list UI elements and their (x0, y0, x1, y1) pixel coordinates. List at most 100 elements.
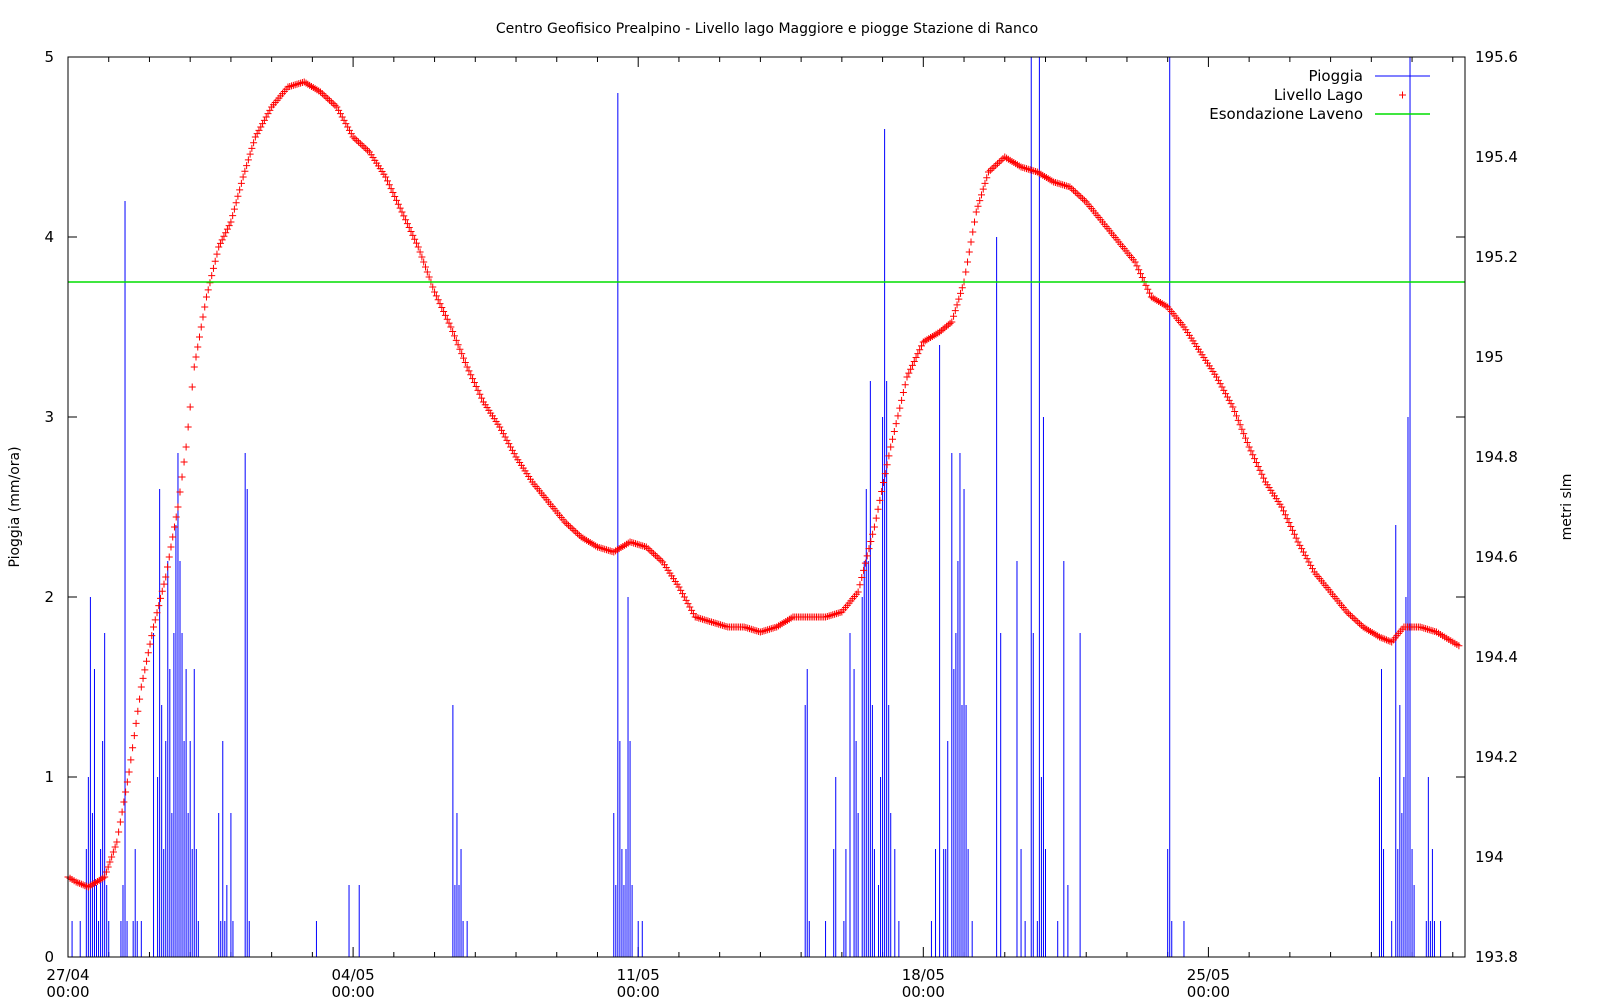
lake-level-point (342, 120, 350, 128)
lake-level-point (650, 550, 658, 558)
lake-level-point (767, 625, 775, 633)
lake-level-point (253, 130, 261, 138)
lake-level-point (740, 623, 748, 631)
lake-level-point (633, 540, 641, 548)
lake-level-point (215, 243, 223, 251)
lake-level-point (896, 404, 904, 412)
lake-level-point (95, 876, 103, 884)
lake-level-point (286, 82, 294, 90)
lake-level-point (1366, 627, 1374, 635)
lake-level-point (393, 196, 401, 204)
lake-level-point (861, 559, 869, 567)
lake-level-point (615, 545, 623, 553)
y2-tick-label: 193.8 (1475, 948, 1518, 966)
lake-level-point (162, 573, 170, 581)
lake-level-point (695, 614, 703, 622)
lake-level-point (163, 563, 171, 571)
lake-level-point (999, 155, 1007, 163)
lake-level-point (402, 216, 410, 224)
lake-level-point (148, 632, 156, 640)
lake-level-point (1384, 637, 1392, 645)
lake-level-point (934, 329, 942, 337)
lake-level-point (907, 365, 915, 373)
lake-level-point (860, 566, 868, 574)
lake-level-point (264, 110, 272, 118)
lake-level-point (590, 541, 598, 549)
lake-level-point (434, 296, 442, 304)
lake-level-point (259, 120, 267, 128)
lake-level-point (1066, 183, 1074, 191)
lake-level-point (1137, 270, 1145, 278)
lake-level-point (908, 361, 916, 369)
lake-level-point (700, 616, 708, 624)
lake-level-point (1290, 530, 1298, 538)
lake-level-point (327, 98, 335, 106)
lake-level-point (995, 158, 1003, 166)
lake-level-point (153, 609, 161, 617)
lake-level-point (137, 683, 145, 691)
lake-level-point (72, 878, 80, 886)
lake-level-point (1003, 154, 1011, 162)
lake-level-point (307, 82, 315, 90)
lake-level-point (930, 331, 938, 339)
lake-level-point (223, 225, 231, 233)
lake-level-point (77, 880, 85, 888)
lake-level-point (568, 525, 576, 533)
lake-level-point (769, 624, 777, 632)
lake-level-point (1343, 608, 1351, 616)
lake-level-point (883, 461, 891, 469)
lake-level-point (130, 732, 138, 740)
lake-level-point (132, 719, 140, 727)
lake-level-point (948, 318, 956, 326)
lake-level-point (244, 156, 252, 164)
lake-level-point (825, 612, 833, 620)
lake-level-point (1299, 548, 1307, 556)
lake-level-point (760, 627, 768, 635)
lake-level-point (115, 828, 123, 836)
y2-tick-label: 195 (1475, 348, 1504, 366)
lake-level-point (1242, 434, 1250, 442)
lake-level-point (101, 873, 109, 881)
lake-level-point (208, 272, 216, 280)
lake-level-point (910, 357, 918, 365)
lake-level-point (362, 145, 370, 153)
lake-level-point (349, 133, 357, 141)
lake-level-point (704, 617, 712, 625)
y-tick-label: 4 (44, 228, 54, 246)
lake-level-point (583, 536, 591, 544)
lake-level-point (139, 674, 147, 682)
lake-level-point (1147, 293, 1155, 301)
lake-level-point (456, 345, 464, 353)
lake-level-point (405, 224, 413, 232)
lake-level-point (169, 533, 177, 541)
lake-level-point (579, 534, 587, 542)
lake-level-point (1381, 635, 1389, 643)
lake-level-point (856, 581, 864, 589)
lake-level-point (199, 313, 207, 321)
lake-level-point (336, 110, 344, 118)
lake-level-point (1422, 625, 1430, 633)
lake-level-point (329, 100, 337, 108)
lake-level-point (979, 185, 987, 193)
lake-level-point (450, 332, 458, 340)
lake-level-point (903, 373, 911, 381)
lake-level-point (1238, 425, 1246, 433)
lake-level-point (340, 116, 348, 124)
axes: 0 1 2 3 4 5 193.8 194 194.2 194.4 194.6 194.8 195 195… (44, 48, 1518, 1000)
lake-level-point (284, 83, 292, 91)
lake-level-point (657, 556, 665, 564)
lake-level-point (702, 616, 710, 624)
lake-level-point (1305, 558, 1313, 566)
lake-level-point (572, 528, 580, 536)
lake-level-point (901, 381, 909, 389)
lake-level-point (679, 590, 687, 598)
lake-level-point (414, 243, 422, 251)
lake-level-point (246, 150, 254, 158)
lake-level-point (170, 523, 178, 531)
lake-level-point (1287, 522, 1295, 530)
lake-level-point (204, 286, 212, 294)
lake-level-point (1301, 551, 1309, 559)
lake-level-point (416, 248, 424, 256)
lake-level-point (1294, 538, 1302, 546)
